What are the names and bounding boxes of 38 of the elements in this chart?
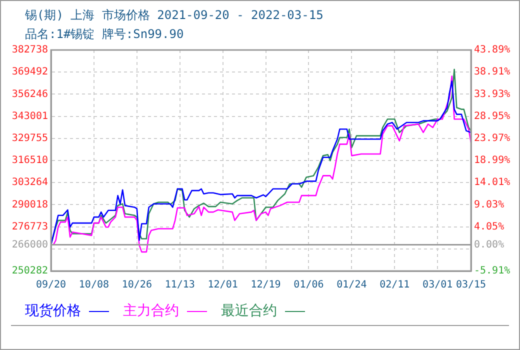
y2-tick-label: 4.05%: [474, 221, 504, 232]
x-tick-label: 11/13: [164, 280, 195, 291]
x-tick-label: 12/19: [250, 280, 281, 291]
y-tick-label: 382738: [12, 44, 48, 56]
x-tick-label: 10/26: [122, 280, 152, 291]
y-tick-label: 343001: [12, 110, 48, 122]
chart-title: 锡(期) 上海 市场价格 2021-09-20 - 2022-03-15: [25, 7, 324, 24]
y-tick-label: 369492: [12, 66, 48, 78]
y2-tick-label: 14.01%: [474, 177, 510, 188]
y2-tick-label: -5.91%: [474, 266, 510, 277]
x-tick-label: 09/20: [36, 280, 66, 291]
y-tick-label: 250282: [12, 266, 48, 277]
y2-tick-label: 33.93%: [474, 88, 510, 100]
x-tick-label: 01/06: [294, 280, 324, 291]
y-tick-label: 303264: [12, 177, 48, 188]
x-tick-label: 01/24: [336, 280, 367, 291]
y-tick-label: 316510: [12, 155, 48, 166]
y2-tick-label: 18.99%: [474, 155, 510, 166]
y-tick-label: 329755: [12, 132, 48, 144]
y2-tick-label: 43.89%: [474, 44, 510, 56]
legend-label: 现货价格: [25, 302, 81, 320]
chart-subtitle: 品名:1#锡锭 牌号:Sn99.90: [25, 26, 184, 43]
x-tick-label: 10/08: [78, 280, 110, 291]
y-tick-label: 290018: [12, 199, 48, 210]
y2-tick-label: 9.03%: [474, 199, 504, 210]
y2-tick-label: 0.00%: [474, 239, 504, 250]
x-tick-label: 12/01: [208, 280, 238, 291]
legend-label: 最近合约: [221, 302, 277, 320]
x-tick-label: 02/11: [380, 280, 410, 291]
y-tick-label: 266000: [12, 239, 48, 250]
y2-tick-label: 38.91%: [474, 66, 510, 78]
y-tick-label: 356246: [12, 88, 48, 100]
legend-label: 主力合约: [123, 302, 179, 320]
x-tick-label: 03/15: [456, 280, 486, 291]
y2-tick-label: 23.97%: [474, 132, 510, 144]
y2-tick-label: 28.95%: [474, 110, 510, 122]
x-tick-label: 03/01: [422, 280, 453, 291]
y-tick-label: 276773: [12, 221, 48, 232]
